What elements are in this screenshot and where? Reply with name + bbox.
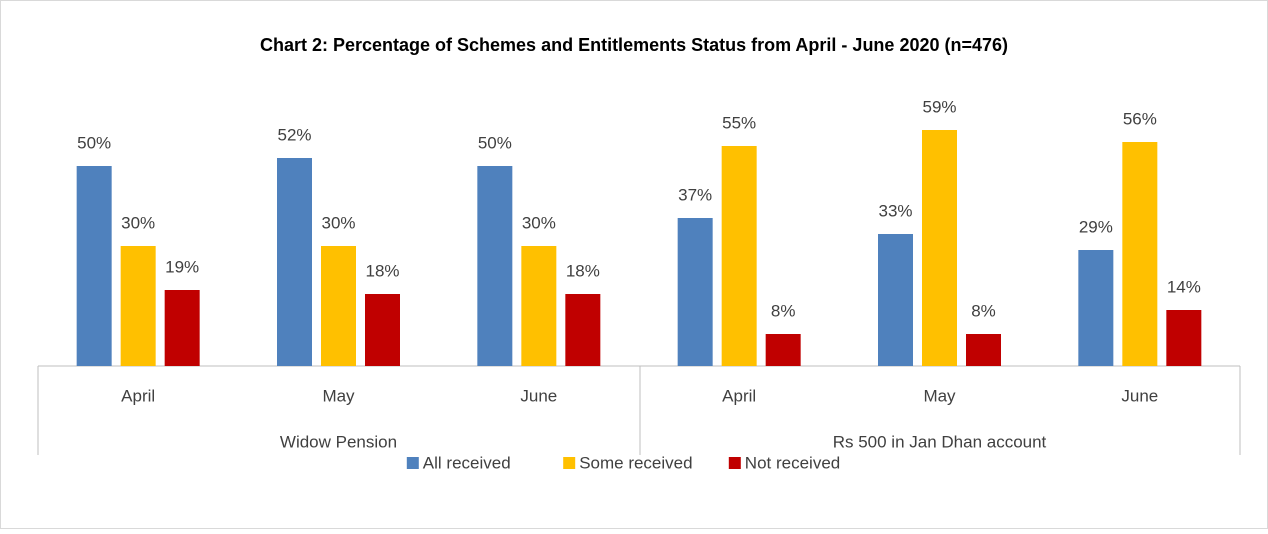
bar	[365, 294, 400, 366]
x-tick-label: April	[722, 386, 756, 405]
x-tick-label: June	[520, 386, 557, 405]
chart-title: Chart 2: Percentage of Schemes and Entit…	[260, 35, 1008, 55]
legend-label: All received	[423, 453, 511, 472]
data-label: 56%	[1123, 109, 1157, 128]
bar	[477, 166, 513, 366]
group-label: Widow Pension	[280, 432, 397, 451]
bar	[277, 158, 312, 366]
data-label: 37%	[678, 185, 712, 204]
bar	[521, 246, 557, 366]
legend-swatch	[406, 457, 419, 469]
data-label: 30%	[321, 213, 355, 232]
data-label: 52%	[277, 125, 311, 144]
x-tick-label: June	[1121, 386, 1158, 405]
group-label: Rs 500 in Jan Dhan account	[833, 432, 1047, 451]
data-label: 55%	[722, 113, 756, 132]
bar	[1078, 250, 1114, 366]
data-label: 29%	[1079, 217, 1113, 236]
legend-swatch	[563, 457, 576, 469]
bar	[677, 218, 713, 366]
data-label: 59%	[922, 97, 956, 116]
legend-label: Some received	[579, 453, 692, 472]
bar	[565, 294, 601, 366]
data-label: 33%	[878, 201, 912, 220]
data-label: 30%	[121, 213, 155, 232]
bar	[164, 290, 200, 366]
data-label: 8%	[971, 301, 996, 320]
data-label: 19%	[165, 257, 199, 276]
legend-swatch	[728, 457, 741, 469]
x-tick-label: April	[121, 386, 155, 405]
bar	[721, 146, 757, 366]
x-tick-label: May	[322, 386, 355, 405]
data-label: 50%	[478, 133, 512, 152]
bar	[922, 130, 957, 366]
legend-label: Not received	[745, 453, 840, 472]
data-label: 30%	[522, 213, 556, 232]
x-tick-label: May	[923, 386, 956, 405]
data-label: 18%	[365, 261, 399, 280]
data-label: 50%	[77, 133, 111, 152]
data-label: 8%	[771, 301, 796, 320]
bar	[765, 334, 801, 366]
bar	[966, 334, 1001, 366]
data-label: 18%	[566, 261, 600, 280]
bar	[76, 166, 112, 366]
bar	[321, 246, 356, 366]
bar	[1122, 142, 1158, 366]
bar	[878, 234, 913, 366]
data-label: 14%	[1167, 277, 1201, 296]
bar	[120, 246, 156, 366]
bar	[1166, 310, 1202, 366]
